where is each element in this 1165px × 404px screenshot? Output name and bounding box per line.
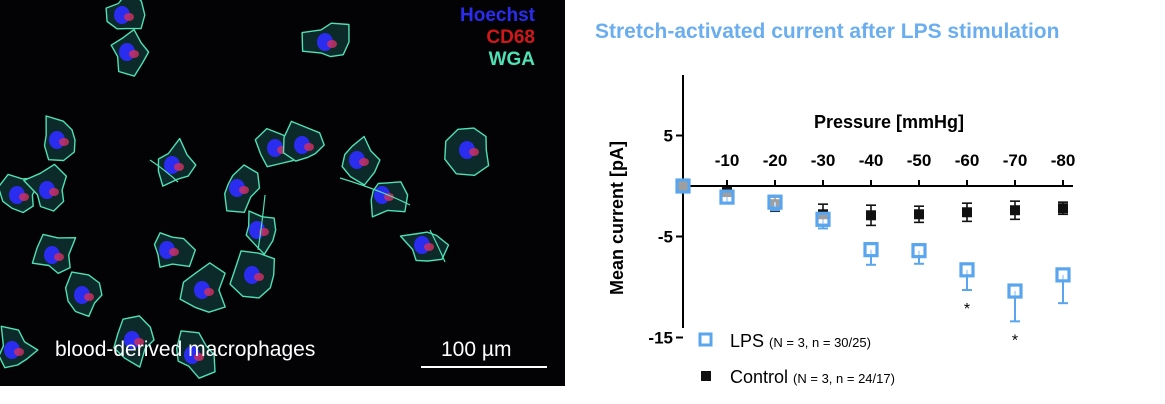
x-tick-label: -40 <box>859 151 884 170</box>
cell <box>153 232 196 268</box>
lps-point <box>911 243 927 259</box>
cell <box>31 233 77 275</box>
chart-title: Stretch-activated current after LPS stim… <box>595 20 1060 43</box>
cell <box>43 115 76 162</box>
cell <box>157 137 197 187</box>
y-tick-label: 5 <box>664 127 673 146</box>
legend-lps-marker <box>698 332 713 347</box>
cell <box>399 231 450 262</box>
chart-plot: 5 -5 -15 -10 -20 -30 -40 -50 -60 -70 -80 Pressure [… <box>607 75 1076 387</box>
x-tick-label: -50 <box>907 151 932 170</box>
x-tick-label: -30 <box>811 151 836 170</box>
lps-point <box>959 262 975 278</box>
lps-point <box>719 189 735 205</box>
stain-label-cd68: CD68 <box>486 27 535 48</box>
cell <box>229 250 276 299</box>
cell <box>444 127 490 176</box>
cell <box>370 181 409 218</box>
cell <box>179 262 226 313</box>
legend-control-label: Control (N = 3, n = 24/17) <box>730 367 895 387</box>
lps-point <box>863 242 879 258</box>
lps-point <box>1007 283 1023 299</box>
legend-note: (N = 3, n = 24/17) <box>793 371 895 386</box>
x-tick-label: -60 <box>955 151 980 170</box>
lps-point <box>675 178 691 194</box>
x-tick-label: -70 <box>1003 151 1028 170</box>
legend-lps-label: LPS (N = 3, n = 30/25) <box>730 331 871 351</box>
cell <box>23 163 68 212</box>
control-point <box>914 209 924 220</box>
cell <box>0 325 39 369</box>
control-point <box>962 207 972 218</box>
micrograph-caption: blood-derived macrophages <box>55 338 316 361</box>
scale-bar-label: 100 µm <box>441 338 512 361</box>
cell <box>301 22 350 58</box>
cell <box>110 28 150 77</box>
stain-label-hoechst: Hoechst <box>460 5 535 26</box>
cell <box>341 135 381 186</box>
legend-note: (N = 3, n = 30/25) <box>769 335 871 350</box>
cell <box>282 120 325 162</box>
lps-point <box>767 194 783 210</box>
cell <box>176 330 216 379</box>
control-point <box>1010 205 1020 216</box>
x-axis-label: Pressure [mmHg] <box>814 112 964 132</box>
control-point <box>1058 203 1068 214</box>
stain-label-wga: WGA <box>488 49 535 70</box>
cell-process <box>429 229 446 263</box>
lps-point <box>1055 267 1071 283</box>
y-axis-label: Mean current [pA] <box>607 141 627 295</box>
cell-process <box>257 194 266 251</box>
x-tick-label: -80 <box>1051 151 1076 170</box>
cell-process <box>149 159 179 183</box>
x-tick-label: -10 <box>715 151 740 170</box>
significance-marker: * <box>1012 332 1018 349</box>
micrograph-panel: Hoechst CD68 WGA blood-derived macrophag… <box>0 0 565 386</box>
legend-control-marker <box>701 371 711 381</box>
cell-process <box>339 177 411 206</box>
control-point <box>866 210 876 221</box>
cell <box>64 271 103 317</box>
chart-panel: Stretch-activated current after LPS stim… <box>565 0 1165 404</box>
significance-marker: * <box>964 301 970 318</box>
cell <box>224 164 261 213</box>
lps-point <box>815 211 831 227</box>
y-tick-label: -15 <box>648 329 673 348</box>
micrograph-image <box>0 0 490 379</box>
cell <box>113 315 155 368</box>
scale-bar <box>421 366 547 368</box>
cell <box>105 0 146 30</box>
x-tick-label: -20 <box>763 151 788 170</box>
y-tick-label: -5 <box>658 228 673 247</box>
